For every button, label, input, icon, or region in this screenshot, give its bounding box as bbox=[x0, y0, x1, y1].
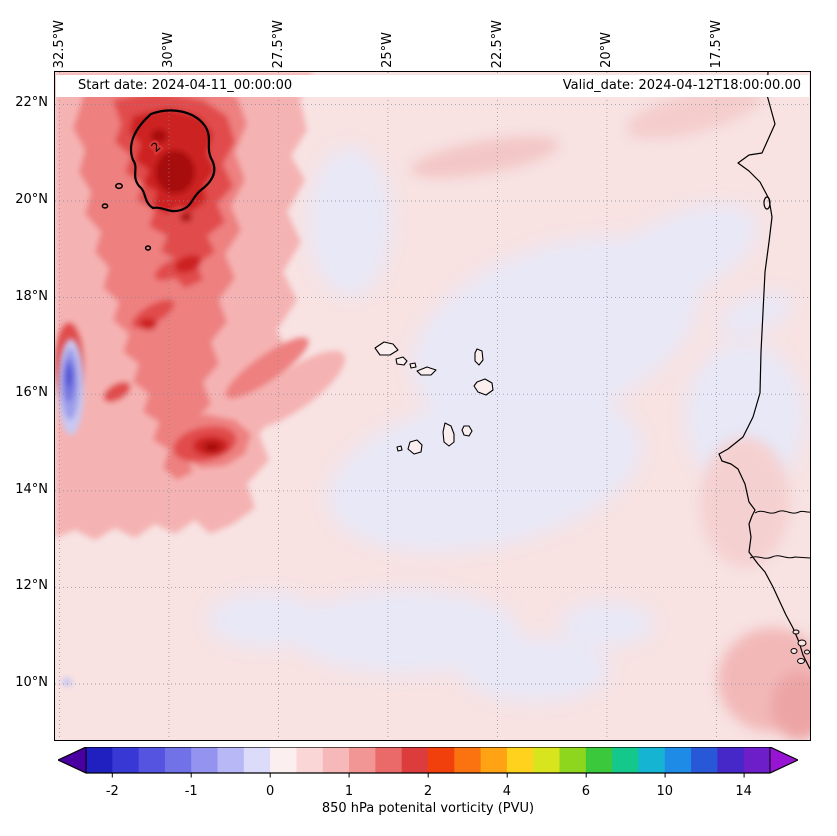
bijagos-islands bbox=[790, 629, 810, 664]
x-tick-22-5w: 22.5°W bbox=[490, 19, 505, 68]
y-tick-14n: 14°N bbox=[15, 482, 48, 497]
cbar-tick-neg2: -2 bbox=[105, 784, 119, 799]
cbar-tick-1: 1 bbox=[344, 784, 354, 799]
cbar-tick-0: 0 bbox=[266, 784, 275, 799]
y-tick-22n: 22°N bbox=[15, 95, 48, 110]
colorbar-svg bbox=[56, 746, 800, 778]
colorbar: -2 -1 0 1 2 4 6 10 14 bbox=[56, 746, 800, 799]
y-tick-16n: 16°N bbox=[15, 385, 48, 400]
map-header-strip: Start date: 2024-04-11_00:00:00 Valid_da… bbox=[56, 75, 809, 97]
x-tick-30w: 30°W bbox=[161, 32, 176, 68]
y-tick-12n: 12°N bbox=[15, 578, 48, 593]
pv-field-map: 2 bbox=[55, 72, 810, 740]
casamance-river bbox=[749, 555, 810, 559]
gambia-river bbox=[754, 510, 810, 514]
lavender-near-zero-patches bbox=[207, 147, 805, 702]
colorbar-under-arrow bbox=[58, 747, 86, 773]
cbar-tick-2: 2 bbox=[423, 784, 433, 799]
colorbar-cells bbox=[86, 747, 771, 773]
cbar-tick-neg1: -1 bbox=[184, 784, 198, 799]
coastline bbox=[718, 72, 810, 670]
colorbar-caption: 850 hPa potenital vorticity (PVU) bbox=[321, 801, 535, 816]
y-tick-20n: 20°N bbox=[15, 192, 48, 207]
colorbar-tick-marks bbox=[111, 773, 745, 778]
x-axis-tick-labels: 32.5°W 30°W 27.5°W 25°W 22.5°W 20°W 17.5… bbox=[52, 0, 811, 69]
negative-pv-streak bbox=[58, 339, 84, 686]
cape-verde-islands bbox=[374, 341, 494, 455]
x-tick-25w: 25°W bbox=[380, 32, 395, 68]
mild-positive-pink-patches bbox=[411, 85, 810, 740]
cbar-tick-10: 10 bbox=[656, 784, 674, 799]
y-tick-10n: 10°N bbox=[15, 675, 48, 690]
cbar-tick-4: 4 bbox=[502, 784, 512, 799]
y-tick-18n: 18°N bbox=[15, 289, 48, 304]
cbar-tick-6: 6 bbox=[581, 784, 590, 799]
colorbar-tick-labels: -2 -1 0 1 2 4 6 10 14 bbox=[58, 784, 798, 800]
x-tick-32-5w: 32.5°W bbox=[52, 19, 67, 68]
x-tick-27-5w: 27.5°W bbox=[271, 19, 286, 68]
x-tick-17-5w: 17.5°W bbox=[709, 19, 724, 68]
map-axes: 2 Start date: 2024-04-11_00:00:00 Valid_… bbox=[54, 71, 811, 741]
colorbar-over-arrow bbox=[770, 747, 798, 773]
graticule bbox=[55, 72, 810, 740]
cbar-tick-14: 14 bbox=[735, 784, 752, 799]
y-axis-tick-labels: 22°N 20°N 18°N 16°N 14°N 12°N 10°N bbox=[0, 71, 51, 739]
start-date-label: Start date: 2024-04-11_00:00:00 bbox=[78, 78, 293, 93]
valid-date-label: Valid_date: 2024-04-12T18:00:00.00 bbox=[562, 78, 801, 93]
x-tick-20w: 20°W bbox=[599, 32, 614, 68]
